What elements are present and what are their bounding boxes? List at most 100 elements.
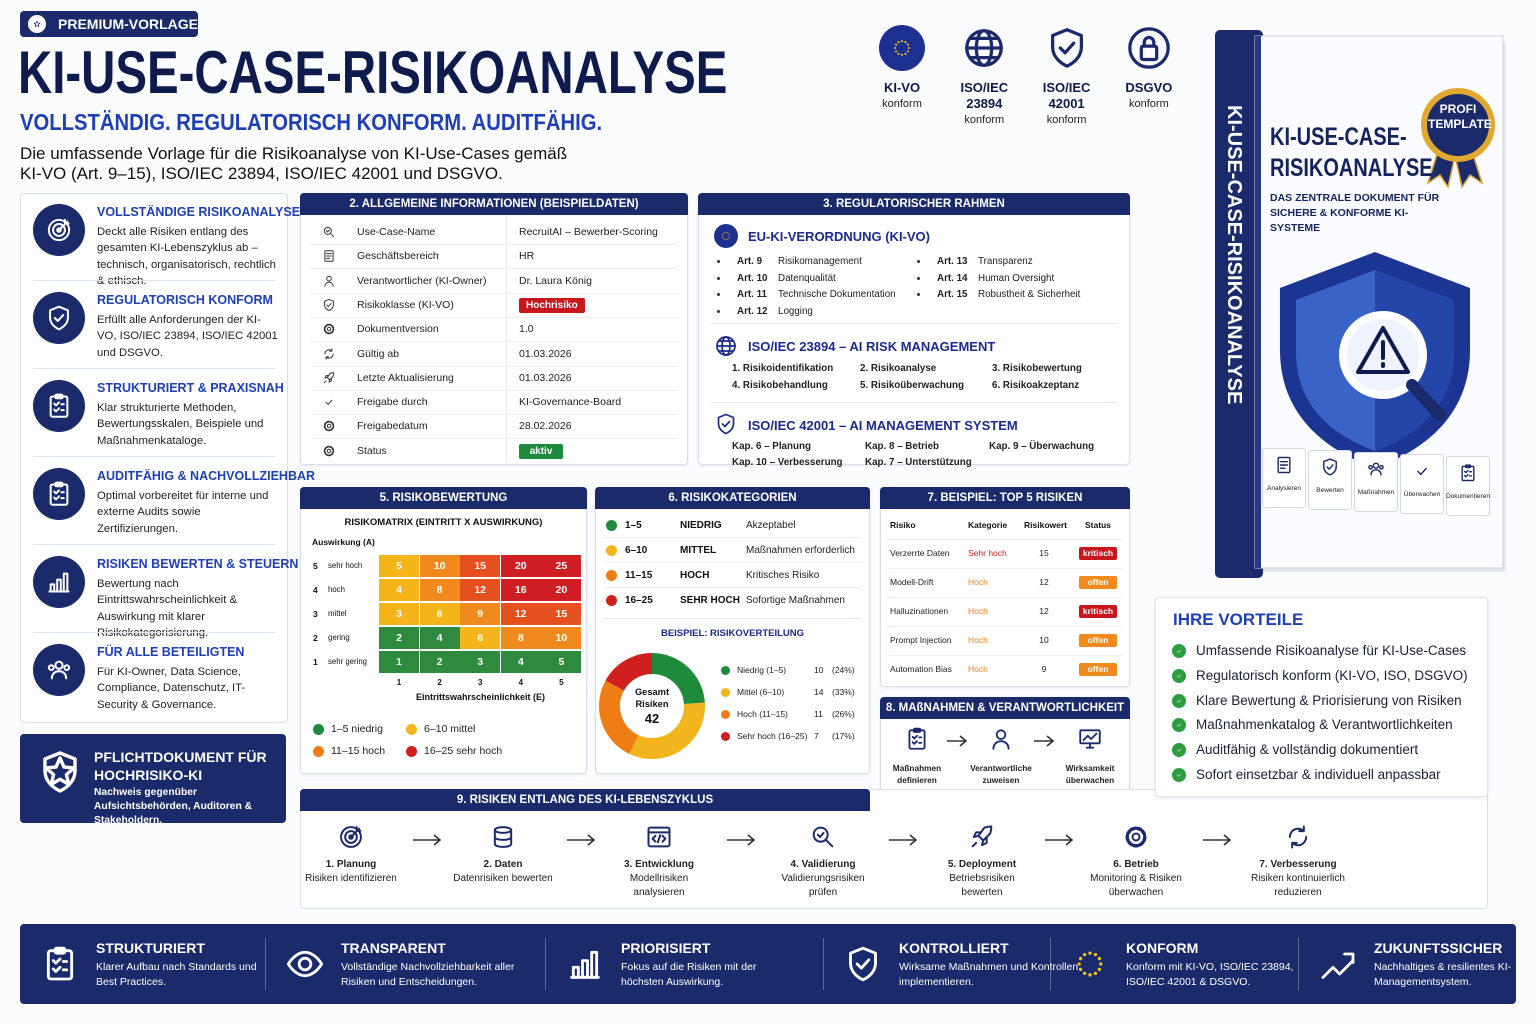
phase-task: Risiken identifizieren	[305, 873, 397, 884]
matrix-cell: 2	[419, 651, 460, 673]
row-score: 3	[313, 609, 318, 619]
legend-dot	[721, 732, 730, 741]
icon-part	[54, 660, 64, 670]
phase-task: Betriebsrisiken bewerten	[949, 873, 1015, 898]
risk-category: Hoch	[968, 664, 988, 674]
risk-category: Sehr hoch	[968, 548, 1007, 558]
info-label: Risikoklasse (KI-VO)	[357, 298, 454, 311]
feature-title: AUDITFÄHIG & NACHVOLLZIEHBAR	[97, 469, 316, 483]
advantage-item: Regulatorisch konform (KI-VO, ISO, DSGVO…	[1196, 667, 1468, 683]
icon-glyph	[49, 393, 69, 418]
legend-name: Sehr hoch (16–25)	[737, 731, 808, 741]
icon-background	[1172, 718, 1186, 733]
icon-part	[1177, 674, 1181, 678]
icon-part	[729, 235, 731, 237]
icon-part	[56, 578, 62, 593]
separator	[33, 280, 275, 281]
bullet	[917, 276, 920, 280]
icon-part	[323, 226, 332, 235]
column-header: Risiko	[890, 520, 916, 530]
icon	[340, 826, 362, 848]
category-dot	[606, 545, 617, 556]
row-score: 1	[313, 657, 318, 667]
features-panel: VOLLSTÄNDIGE RISIKOANALYSE Deckt alle Ris…	[20, 193, 315, 723]
risk-score: 10	[1039, 635, 1049, 645]
description: Die umfassende Vorlage für die Risikoana…	[20, 144, 568, 163]
legend-dot	[406, 746, 417, 757]
article-ref: Art. 9	[737, 256, 763, 267]
icon-part	[326, 372, 335, 381]
category-range: 16–25	[625, 595, 653, 606]
row-separator	[887, 597, 1123, 598]
icon	[1079, 729, 1101, 749]
icon	[1077, 951, 1103, 977]
distribution-title: BEISPIEL: RISIKOVERTEILUNG	[660, 628, 805, 639]
icon-part	[1463, 469, 1473, 478]
phase-name: 2. Daten	[483, 859, 523, 870]
icon	[28, 15, 46, 33]
icon-glyph	[47, 660, 71, 680]
matrix-cell: 10	[541, 627, 582, 649]
bullet	[717, 293, 720, 297]
legend-label: 11–15 hoch	[331, 745, 386, 757]
matrix-cell: 6	[460, 627, 501, 649]
icon-part	[325, 229, 335, 238]
y-axis-label: Auswirkung (A)	[312, 537, 375, 547]
footer-title: PRIORISIERT	[621, 940, 711, 956]
arrow	[413, 834, 442, 846]
footer-divider	[265, 938, 266, 990]
compliance-item: ISO/IEC 42001 konform	[1027, 80, 1107, 128]
legend-count: 7	[814, 731, 819, 741]
icon-part	[323, 421, 335, 432]
info-label: Status	[357, 444, 387, 457]
icon	[992, 729, 1010, 750]
icon-part	[324, 347, 334, 360]
icon-glyph	[48, 572, 70, 593]
footer-text: Nachhaltiges & resilientes KI-Management…	[1374, 961, 1512, 988]
icon-background	[33, 468, 85, 520]
icon-part	[350, 826, 362, 838]
legend-name: Mittel (6–10)	[737, 687, 785, 697]
matrix-cell: 25	[541, 555, 582, 577]
iso-step: 3. Risikobewertung	[992, 363, 1082, 374]
cover-icon-box: Maßnahmen	[1354, 452, 1398, 512]
icon-part	[895, 43, 898, 46]
footer-text: Wirksame Maßnahmen und Kontrollen implem…	[899, 961, 1079, 988]
icon-part	[33, 20, 41, 27]
info-value: 01.03.2026	[519, 347, 572, 360]
icon-part	[1078, 956, 1083, 961]
icon-part	[647, 831, 671, 844]
footer-title: KONFORM	[1126, 940, 1199, 956]
panel-header: 6. RISIKOKATEGORIEN	[595, 487, 870, 509]
info-label: Geschäftsbereich	[357, 250, 439, 263]
row-separator	[311, 316, 677, 318]
risk-score: 15	[1039, 548, 1049, 558]
advantage-item: Sofort einsetzbar & individuell anpassba…	[1196, 767, 1441, 782]
icon-glyph	[1177, 773, 1181, 777]
icon-part	[907, 46, 910, 50]
icon	[570, 950, 600, 979]
donut-total: 42	[644, 711, 660, 726]
icon-part	[728, 237, 730, 239]
cover-title: KI-USE-CASE-RISIKOANALYSE	[1270, 123, 1433, 182]
icon-part	[52, 223, 66, 237]
phase-task: Validierungsrisiken prüfen	[781, 873, 865, 898]
icon-part	[1088, 951, 1092, 955]
matrix-cell: 4	[379, 579, 419, 601]
icon	[43, 751, 77, 793]
icon-part	[493, 826, 513, 834]
icon	[879, 25, 925, 71]
bullet	[717, 276, 720, 280]
matrix-cell: 2	[379, 627, 419, 649]
row-score: 2	[313, 633, 318, 643]
icon-part	[977, 825, 993, 842]
row-separator	[887, 539, 1123, 540]
legend-count: 14	[814, 687, 824, 697]
icon-background	[714, 224, 738, 248]
icon-part	[1097, 967, 1102, 972]
info-label: Freigabe durch	[357, 396, 428, 409]
panel-header: 5. RISIKOBEWERTUNG	[300, 487, 587, 509]
info-value: RecruitAI – Bewerber-Scoring	[519, 226, 658, 238]
icon-background	[28, 15, 46, 33]
icon-part	[1088, 973, 1092, 977]
